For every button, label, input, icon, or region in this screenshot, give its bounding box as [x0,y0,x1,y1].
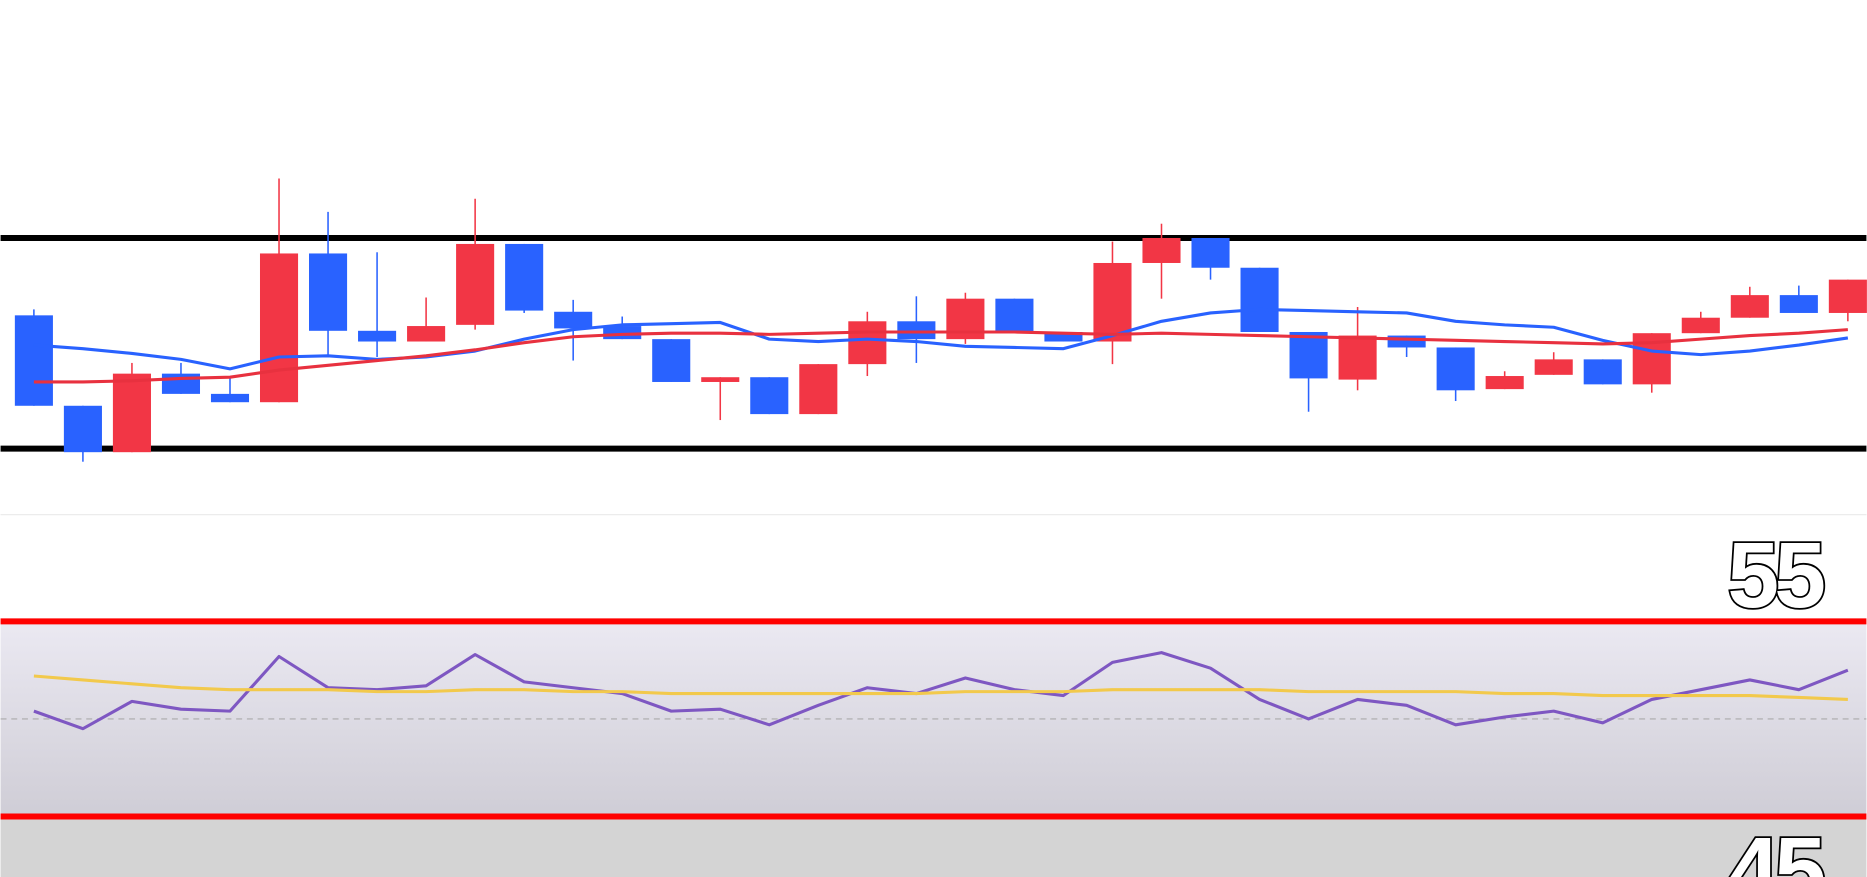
candle-body [897,321,936,340]
moving-average [33,307,1849,371]
candle-body [358,330,397,342]
candle-body [309,253,348,331]
candle-body [1142,237,1181,263]
level-label: 55 [1728,523,1825,627]
candle-body [1436,347,1475,391]
candle-body [210,393,250,403]
lower-background [0,816,1867,877]
candle-body [259,253,299,403]
candle-body [652,339,691,382]
candle-body [1730,295,1769,318]
candle-body [554,311,593,329]
candle-body [1338,335,1377,380]
candle-body [701,377,740,382]
candle-body [505,243,544,311]
candle-body [14,315,53,406]
candle-body [1044,331,1083,342]
candle-body [995,298,1034,332]
candle-body [1828,279,1867,313]
candle-body [112,373,151,453]
candle-body [63,405,102,453]
candle-body [848,321,887,365]
candle-body [799,364,838,415]
candle-body [1191,237,1230,268]
candle-body [1240,267,1279,332]
candle-body [456,243,495,325]
indicator-line [33,651,1849,731]
indicator-line [33,674,1848,701]
candle-body [1583,359,1622,385]
candle-body [1289,331,1328,379]
candle-body [1093,262,1132,342]
candle-body [1534,359,1573,375]
candle-body [407,326,446,342]
moving-average [33,328,1848,384]
candle-body [1485,376,1524,390]
candle-body [1779,295,1818,313]
candle-body [750,377,789,415]
candle-body [1387,335,1426,348]
level-label: 45 [1728,818,1825,877]
candle-body [1681,317,1720,334]
